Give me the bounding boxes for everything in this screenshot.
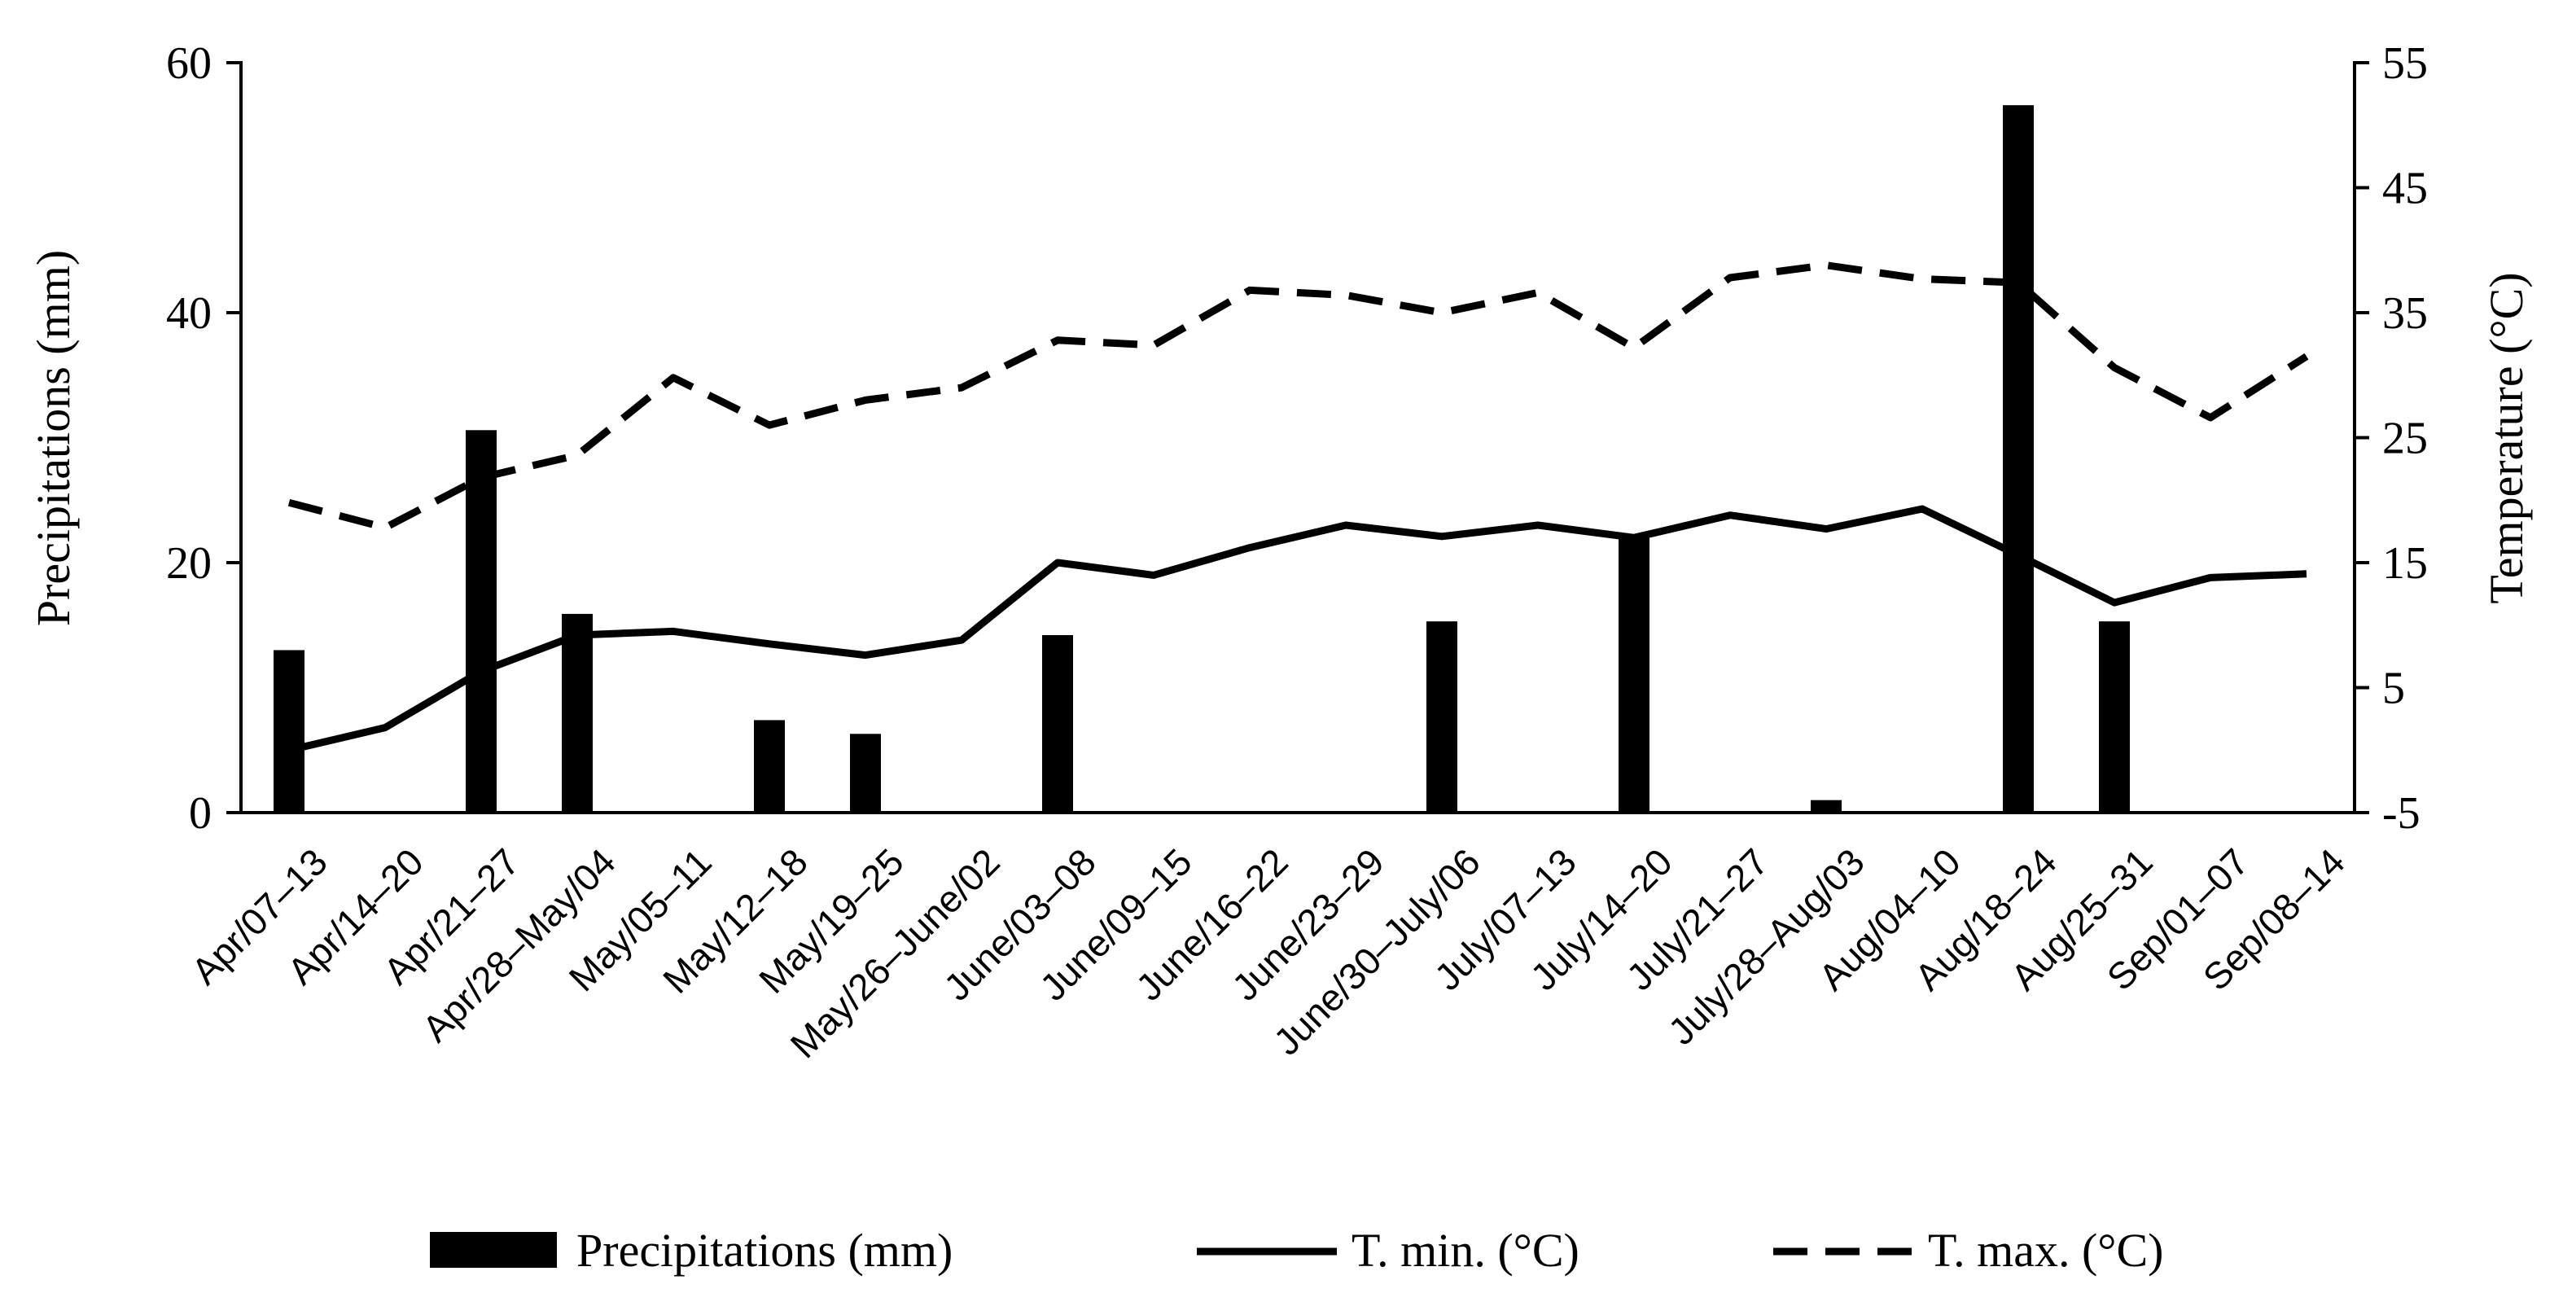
y-left-tick-label: 20 <box>166 538 212 589</box>
y-left-tick-label: 40 <box>166 288 212 339</box>
y-left-tick-label: 60 <box>166 38 212 89</box>
y-right-tick-label: 45 <box>2382 164 2428 214</box>
legend-bar-swatch <box>430 1232 557 1268</box>
y-right-tick-label: 35 <box>2382 288 2428 339</box>
y-left-axis-title: Precipitations (mm) <box>27 250 80 626</box>
bar-precipitation <box>274 650 304 813</box>
y-left-tick-label: 0 <box>189 788 212 839</box>
legend-item-precipitations: Precipitations (mm) <box>430 1224 953 1277</box>
tick-labels-layer: 0204060-551525354555Apr/07–13Apr/14–20Ap… <box>166 38 2428 1066</box>
y-right-tick-label: 5 <box>2382 664 2405 714</box>
legend-item-tmax: T. max. (°C) <box>1773 1224 2164 1277</box>
bar-precipitation <box>1042 635 1073 813</box>
legend-label-tmin: T. min. (°C) <box>1352 1224 1579 1277</box>
bar-precipitation <box>2099 621 2130 813</box>
bar-precipitation <box>562 613 593 813</box>
bar-precipitation <box>754 720 785 813</box>
legend-item-tmin: T. min. (°C) <box>1197 1224 1579 1277</box>
line-tmax <box>287 261 2309 532</box>
bar-precipitation <box>1811 800 1842 813</box>
y-right-tick-label: 25 <box>2382 414 2428 464</box>
line-tmin <box>287 505 2307 754</box>
bar-precipitation <box>2003 105 2034 813</box>
bar-precipitation <box>1426 621 1457 813</box>
legend-label-tmax: T. max. (°C) <box>1928 1224 2164 1277</box>
axes-layer <box>226 61 2369 814</box>
y-right-tick-label: -5 <box>2382 788 2420 839</box>
bar-precipitation <box>1619 537 1649 813</box>
legend: Precipitations (mm) T. min. (°C) T. max.… <box>430 1224 2164 1277</box>
bar-precipitation <box>850 734 881 813</box>
y-right-tick-label: 55 <box>2382 38 2428 89</box>
legend-label-precipitations: Precipitations (mm) <box>576 1224 953 1277</box>
y-right-tick-label: 15 <box>2382 538 2428 589</box>
bars-layer <box>274 105 2130 813</box>
y-right-axis-title: Temperature (°C) <box>2480 272 2533 603</box>
bar-precipitation <box>466 430 497 813</box>
lines-layer <box>287 261 2309 754</box>
